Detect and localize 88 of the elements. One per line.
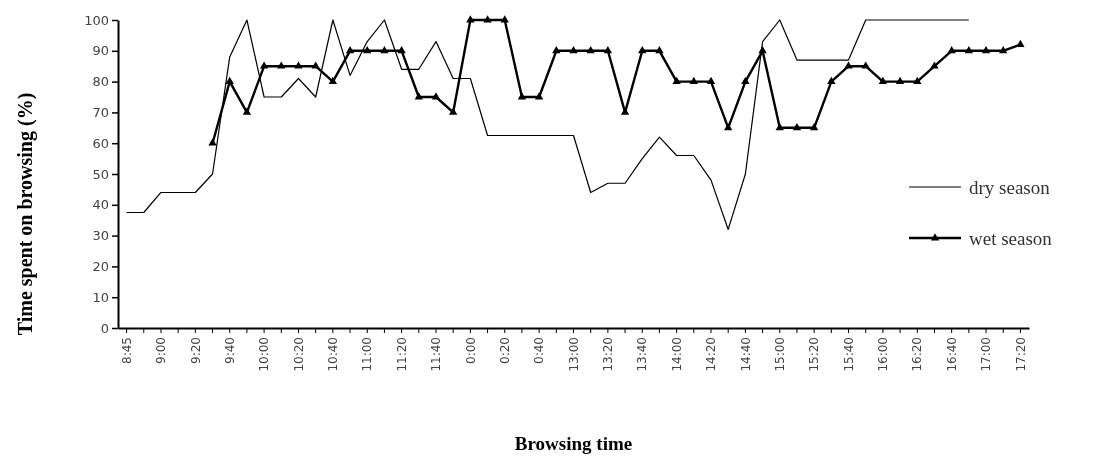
y-tick-label: 10 <box>92 289 109 305</box>
point <box>380 45 389 54</box>
x-tick-label: 17:00 <box>979 337 994 372</box>
x-tick-label: 9:40 <box>222 337 237 364</box>
x-tick-label: 13:40 <box>635 337 650 372</box>
point <box>999 45 1008 54</box>
point <box>431 92 441 100</box>
x-tick-label: 0:00 <box>463 337 478 364</box>
x-tick-label: 10:00 <box>257 337 272 372</box>
point <box>861 61 870 69</box>
legend-label: dry season <box>969 176 1051 198</box>
x-tick-label: 8:45 <box>119 337 134 364</box>
point <box>259 61 269 69</box>
point <box>449 107 458 115</box>
x-tick-label: 14:00 <box>669 337 684 372</box>
x-tick-label: 15:00 <box>772 337 787 372</box>
point <box>775 122 784 131</box>
y-tick-label: 0 <box>100 320 109 336</box>
x-tick-label: 14:20 <box>704 337 719 372</box>
point <box>655 45 664 54</box>
legend-label: wet season <box>969 227 1053 249</box>
point <box>363 45 372 54</box>
x-tick-label: 15:20 <box>807 337 822 372</box>
point <box>345 45 355 54</box>
x-tick-label: 14:40 <box>738 337 753 372</box>
y-axis-title: Time spent on browsing (%) <box>14 92 37 336</box>
point <box>758 45 767 54</box>
point <box>724 122 733 131</box>
point <box>947 45 956 54</box>
point <box>552 45 561 54</box>
point <box>294 61 303 69</box>
point <box>706 76 716 84</box>
point <box>397 45 406 54</box>
x-tick-label: 9:20 <box>188 337 203 364</box>
x-tick-label: 10:20 <box>291 337 306 372</box>
point <box>414 92 423 100</box>
x-tick-label: 0:20 <box>497 337 512 364</box>
point <box>895 76 905 84</box>
x-tick-label: 16:00 <box>876 337 891 372</box>
x-axis-title: Browsing time <box>514 433 633 454</box>
point <box>878 76 888 84</box>
x-tick-label: 0:40 <box>532 337 547 364</box>
y-tick-label: 70 <box>92 105 109 121</box>
point <box>517 92 527 100</box>
point <box>930 61 939 69</box>
y-tick-label: 100 <box>84 12 109 28</box>
point <box>741 76 750 84</box>
y-tick-label: 50 <box>92 166 109 182</box>
point <box>809 122 819 131</box>
point <box>913 76 922 84</box>
point <box>844 61 853 69</box>
x-tick-label: 11:40 <box>429 337 444 372</box>
point <box>466 15 475 23</box>
y-tick-label: 90 <box>92 43 109 59</box>
y-tick-label: 80 <box>92 74 109 90</box>
point <box>208 138 217 146</box>
y-tick-label: 20 <box>92 259 109 275</box>
x-tick-label: 16:20 <box>910 337 925 372</box>
point <box>534 92 544 100</box>
y-tick-label: 30 <box>92 228 109 244</box>
y-tick-label: 40 <box>92 197 109 213</box>
point <box>672 76 681 84</box>
y-tick-label: 60 <box>92 135 109 151</box>
x-tick-label: 11:20 <box>394 337 409 372</box>
point <box>277 61 286 69</box>
x-tick-label: 15:40 <box>841 337 856 372</box>
point <box>603 45 613 54</box>
point <box>689 76 698 84</box>
point <box>242 107 252 115</box>
x-tick-label: 17:20 <box>1013 337 1028 372</box>
point <box>225 76 234 84</box>
point <box>792 122 802 131</box>
x-tick-label: 13:20 <box>601 337 616 372</box>
point <box>638 45 647 54</box>
point <box>1016 39 1025 48</box>
point <box>311 61 320 69</box>
point <box>964 45 973 54</box>
point <box>328 76 338 84</box>
x-tick-label: 11:00 <box>360 337 375 372</box>
x-tick-label: 16:40 <box>944 337 959 372</box>
point <box>586 45 595 54</box>
x-tick-label: 13:00 <box>566 337 581 372</box>
x-tick-label: 9:00 <box>154 337 169 364</box>
point <box>569 45 578 54</box>
point <box>483 15 492 23</box>
point <box>981 45 991 54</box>
x-tick-label: 10:40 <box>326 337 341 372</box>
point <box>827 76 836 84</box>
